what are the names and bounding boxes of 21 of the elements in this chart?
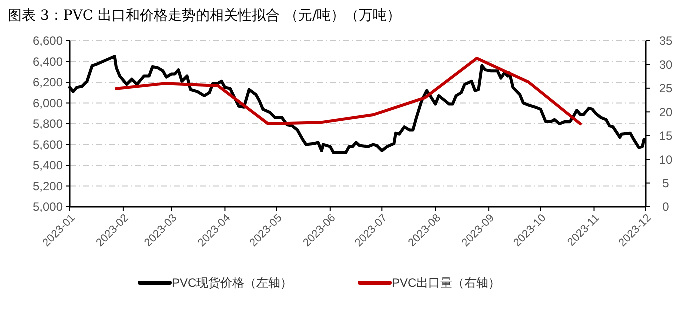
y-tick-label: 5,600 xyxy=(32,138,64,152)
legend-label: PVC出口量（右轴） xyxy=(392,276,501,290)
y-tick-label: 6,200 xyxy=(32,76,64,90)
y2-tick-label: 0 xyxy=(662,200,670,214)
y-tick-label: 5,400 xyxy=(32,158,64,173)
y2-tick-label: 10 xyxy=(659,152,673,167)
y2-tick-label: 30 xyxy=(659,58,673,72)
y-tick-label: 5,000 xyxy=(32,200,64,214)
line-series xyxy=(115,57,582,126)
y-tick-label: 6,000 xyxy=(32,96,64,110)
y2-tick-label: 35 xyxy=(659,34,673,48)
legend-label: PVC现货价格（左轴） xyxy=(172,276,293,290)
y-tick-label: 5,800 xyxy=(32,117,64,132)
y2-tick-label: 15 xyxy=(659,129,673,144)
y-tick-label: 6,400 xyxy=(32,54,64,69)
y-tick-label: 6,600 xyxy=(32,34,64,48)
y2-tick-label: 25 xyxy=(659,82,673,96)
chart-title: 图表 3：PVC 出口和价格走势的相关性拟合 （元/吨）（万吨） xyxy=(8,8,402,24)
y2-tick-label: 5 xyxy=(662,176,670,190)
y-tick-label: 5,200 xyxy=(32,179,64,194)
y2-tick-label: 20 xyxy=(659,105,673,120)
